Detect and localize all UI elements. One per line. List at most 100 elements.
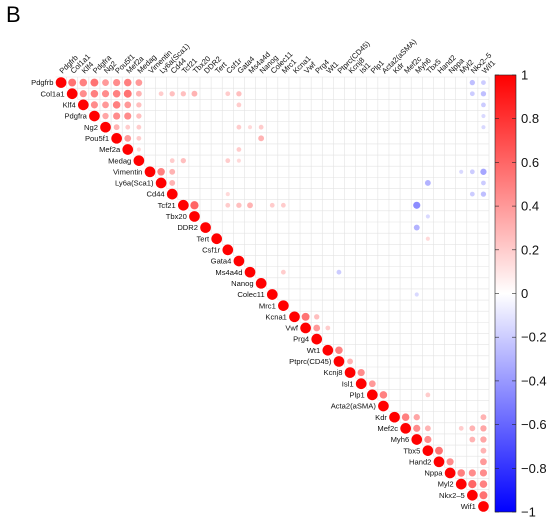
correlation-circle	[157, 168, 165, 176]
row-label: Kcnj8	[324, 368, 343, 377]
correlation-circle	[357, 368, 365, 377]
correlation-circle	[101, 90, 110, 98]
correlation-circle	[481, 80, 486, 85]
correlation-circle	[479, 480, 488, 488]
correlation-circle	[413, 414, 420, 421]
row-label: Vimentin	[113, 167, 142, 176]
correlation-circle-diagonal	[411, 434, 423, 445]
correlation-circle	[68, 78, 77, 87]
correlation-circle	[401, 413, 410, 421]
correlation-circle	[123, 78, 132, 87]
row-label: Tcf21	[158, 201, 176, 210]
row-label: Wt1	[307, 346, 321, 355]
correlation-circle	[458, 425, 464, 431]
correlation-circle	[136, 113, 142, 119]
correlation-circle	[125, 124, 131, 130]
correlation-circle	[481, 102, 486, 108]
correlation-circle	[469, 91, 475, 97]
correlation-circle	[112, 101, 121, 109]
correlation-circle	[135, 79, 143, 86]
correlation-circle-diagonal	[244, 266, 256, 278]
colorbar-tick-label: −0.8	[521, 461, 547, 476]
row-label: Kdr	[375, 413, 387, 422]
colorbar-tick-label: −0.4	[521, 373, 547, 388]
row-label: Tbx20	[166, 212, 187, 221]
row-label: Ptprc(CD45)	[289, 357, 332, 366]
correlation-circle	[113, 124, 120, 131]
correlation-circle	[112, 89, 121, 98]
colorbar-tick-label: 0.4	[521, 199, 539, 214]
correlation-circle	[236, 158, 241, 163]
correlation-circle-diagonal	[422, 445, 434, 456]
correlation-circle	[124, 134, 132, 142]
correlation-circle	[414, 292, 419, 297]
row-label: Plp1	[350, 390, 365, 399]
row-label: Medag	[108, 156, 131, 165]
row-label: Ly6a(Sca1)	[115, 179, 154, 188]
correlation-circle	[457, 469, 465, 477]
correlation-circle-diagonal	[478, 501, 489, 512]
row-label: Gata4	[211, 257, 232, 266]
correlation-circle	[102, 79, 109, 86]
correlation-circle	[169, 180, 176, 186]
correlation-circle-diagonal	[144, 166, 156, 178]
correlation-circle	[136, 147, 141, 152]
row-label: Pdgfrb	[31, 78, 53, 87]
correlation-circle	[413, 424, 421, 432]
correlation-circle-diagonal	[433, 456, 445, 468]
correlation-circle	[269, 202, 275, 208]
row-label: Pdgfra	[64, 112, 87, 121]
correlation-circle-diagonal	[122, 144, 134, 155]
correlation-circle-diagonal	[155, 177, 167, 189]
grid	[55, 76, 490, 512]
correlation-circle	[480, 436, 487, 443]
correlation-circle	[236, 91, 242, 97]
row-label: Ms4a4d	[215, 268, 242, 277]
colorbar-tick-label: −0.6	[521, 417, 547, 432]
correlation-circle	[79, 78, 88, 87]
correlation-circle	[413, 201, 421, 209]
correlation-circle	[236, 124, 242, 130]
row-label: Mef2a	[99, 145, 121, 154]
correlation-circle	[113, 112, 121, 120]
correlation-circle	[424, 425, 431, 432]
correlation-circle	[313, 324, 321, 332]
row-label: Tert	[196, 234, 210, 243]
row-label: Cd44	[146, 190, 164, 199]
colorbar-tick-label: 0.2	[521, 242, 539, 257]
row-label: Tbx5	[403, 446, 420, 455]
row-label: Ng2	[84, 123, 98, 132]
correlation-circle	[180, 91, 186, 97]
correlation-circle	[425, 214, 430, 219]
correlation-circle	[258, 124, 264, 130]
correlation-circle	[424, 180, 431, 186]
correlation-circle	[102, 112, 109, 120]
correlation-circle	[468, 479, 477, 489]
correlation-circle-diagonal	[400, 423, 411, 434]
correlation-circle-diagonal	[133, 155, 145, 166]
correlation-circle	[169, 158, 175, 164]
correlation-circle	[413, 224, 420, 231]
correlation-circle	[459, 169, 464, 174]
correlation-circle	[136, 102, 142, 108]
row-label: Nkx2–5	[439, 491, 465, 500]
correlation-circle-diagonal	[55, 77, 67, 88]
row-label: Prg4	[293, 335, 309, 344]
correlation-circle-diagonal	[444, 467, 456, 479]
correlation-circle	[325, 325, 331, 331]
correlation-circle	[90, 78, 99, 87]
correlation-circle	[336, 269, 342, 275]
correlation-circle	[480, 168, 487, 175]
correlation-circle	[469, 79, 475, 86]
correlation-circle	[225, 91, 231, 97]
correlation-circle	[136, 124, 142, 130]
correlation-circle-diagonal	[222, 244, 234, 256]
correlation-circle-diagonal	[255, 278, 267, 289]
correlation-circle	[124, 101, 132, 109]
row-label: Mef2c	[377, 424, 398, 433]
correlation-circle	[247, 202, 253, 209]
row-label: Myl2	[438, 480, 454, 489]
correlation-circle-diagonal	[355, 378, 367, 390]
row-label: Hand2	[409, 457, 431, 466]
correlation-circle	[446, 458, 454, 466]
